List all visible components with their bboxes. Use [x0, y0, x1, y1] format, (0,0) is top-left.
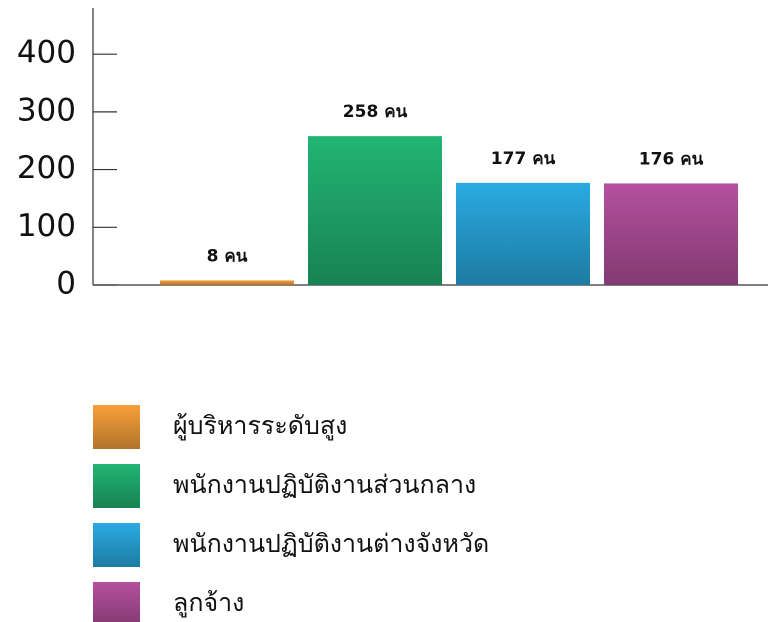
- bar: [456, 182, 590, 285]
- legend-label: พนักงานปฏิบัติงานส่วนกลาง: [173, 470, 476, 499]
- legend-label: ผู้บริหารระดับสูง: [173, 411, 347, 441]
- value-label: 177 คน: [491, 149, 556, 169]
- legend-label: ลูกจ้าง: [173, 588, 244, 618]
- bar: [308, 136, 442, 285]
- legend-swatch: [93, 523, 140, 567]
- bar: [604, 183, 738, 285]
- value-label: 176 คน: [639, 149, 704, 169]
- value-label: 258 คน: [343, 102, 408, 122]
- legend-swatch: [93, 405, 140, 449]
- y-tick-label: 400: [17, 35, 76, 71]
- legend-swatch: [93, 464, 140, 508]
- value-label: 8 คน: [207, 246, 248, 266]
- legend-swatch: [93, 582, 140, 622]
- y-tick-label: 300: [17, 92, 76, 128]
- y-tick-label: 0: [56, 266, 76, 302]
- y-tick-label: 100: [17, 208, 76, 244]
- y-tick-label: 200: [17, 150, 76, 186]
- legend-label: พนักงานปฏิบัติงานต่างจังหวัด: [173, 529, 489, 558]
- bar: [160, 280, 294, 285]
